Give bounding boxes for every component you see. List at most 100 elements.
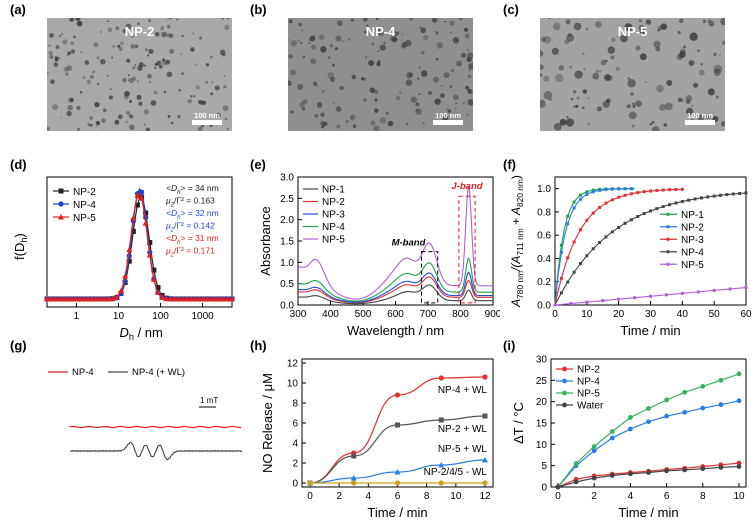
nanoparticle-dot	[80, 51, 83, 54]
nanoparticle-dot	[416, 109, 419, 112]
data-marker	[646, 406, 651, 411]
nanoparticle-dot	[596, 106, 602, 112]
nanoparticle-dot	[314, 113, 319, 118]
x-tick-label: 10	[733, 491, 745, 502]
nanoparticle-dot	[635, 45, 641, 51]
data-marker	[609, 435, 615, 441]
nanoparticle-dot	[607, 46, 616, 54]
nanoparticle-dot	[555, 73, 564, 83]
nanoparticle-dot	[363, 30, 367, 34]
nanoparticle-dot	[223, 75, 226, 78]
data-marker	[682, 467, 688, 473]
nanoparticle-dot	[708, 20, 715, 27]
panel-label-i: (i)	[503, 338, 516, 353]
nanoparticle-dot	[166, 71, 173, 78]
nanoparticle-dot	[707, 88, 715, 96]
nanoparticle-dot	[128, 79, 130, 81]
nanoparticle-dot	[63, 66, 69, 72]
y-tick-label: 1.0	[280, 258, 294, 269]
data-marker	[700, 383, 706, 389]
nanoparticle-dot	[122, 77, 127, 83]
nanoparticle-dot	[657, 28, 661, 32]
nanoparticle-dot	[421, 50, 425, 55]
nanoparticle-dot	[685, 99, 691, 105]
nanoparticle-dot	[458, 18, 463, 21]
nanoparticle-dot	[95, 120, 101, 126]
series-line	[47, 192, 232, 300]
data-marker	[700, 466, 706, 472]
nanoparticle-dot	[49, 54, 54, 59]
nanoparticle-dot	[106, 74, 109, 77]
nanoparticle-dot	[82, 76, 86, 80]
nanoparticle-dot	[540, 73, 543, 77]
y-tick-label: 8	[292, 399, 298, 410]
panel-label-c: (c)	[503, 2, 519, 17]
nanoparticle-dot	[450, 68, 455, 73]
y-tick-label: 2.0	[280, 215, 294, 226]
y-axis-label: A780 nm/(A711 nm + A820 nm)	[509, 175, 525, 308]
nanoparticle-dot	[136, 80, 139, 83]
nanoparticle-dot	[569, 65, 573, 69]
nanoparticle-dot	[436, 42, 443, 49]
series-label: NP-5 + WL	[438, 444, 488, 455]
scale-bar: 100 nm	[685, 111, 715, 125]
scale-bar-label: 1 mT	[200, 396, 218, 405]
x-tick-label: 600	[387, 309, 404, 320]
x-tick-label: 20	[613, 309, 625, 320]
nanoparticle-dot	[664, 102, 673, 111]
data-marker	[736, 398, 742, 404]
nanoparticle-dot	[615, 66, 620, 72]
nanoparticle-dot	[663, 123, 668, 127]
nanoparticle-dot	[205, 80, 208, 84]
y-tick-label: 20	[536, 397, 548, 408]
nanoparticle-dot	[718, 54, 721, 57]
nanoparticle-dot	[194, 63, 197, 66]
legend-marker	[58, 214, 64, 220]
nanoparticle-dot	[148, 19, 152, 23]
nanoparticle-dot	[551, 47, 560, 55]
data-marker	[646, 470, 651, 475]
nanoparticle-dot	[405, 79, 413, 86]
nanoparticle-dot	[406, 123, 409, 126]
nanoparticle-dot	[150, 100, 157, 106]
panel-label-a: (a)	[10, 2, 26, 17]
nanoparticle-dot	[368, 60, 375, 66]
nanoparticle-dot	[160, 28, 163, 31]
nanoparticle-dot	[79, 90, 83, 94]
nanoparticle-dot	[211, 81, 214, 84]
nanoparticle-dot	[393, 32, 398, 37]
nanoparticle-dot	[363, 98, 367, 103]
nanoparticle-dot	[635, 100, 642, 107]
nanoparticle-dot	[163, 90, 167, 94]
chart-absorbance: 300 400 500 600 700 800 900 0.0 0.5 1.0 1.5 2.0 2.5 3…	[258, 173, 500, 339]
y-tick-label: 0.8	[537, 207, 551, 218]
nanoparticle-dot	[153, 90, 158, 95]
nanoparticle-dot	[722, 40, 725, 46]
nanoparticle-dot	[144, 47, 148, 52]
x-tick-label: 100	[152, 311, 169, 322]
nanoparticle-dot	[335, 106, 342, 112]
nanoparticle-dot	[334, 47, 338, 51]
nanoparticle-dot	[320, 120, 326, 127]
data-marker	[664, 413, 669, 419]
x-tick-label: 500	[355, 309, 372, 320]
y-tick-label: 0.6	[537, 231, 551, 242]
nanoparticle-dot	[216, 112, 221, 118]
nanoparticle-dot	[320, 112, 325, 117]
data-marker	[573, 479, 579, 485]
nanoparticle-dot	[161, 31, 167, 38]
nanoparticle-dot	[224, 117, 228, 121]
data-marker	[591, 475, 597, 481]
nanoparticle-dot	[329, 44, 334, 48]
nanoparticle-dot	[297, 39, 300, 42]
nanoparticle-dot	[374, 98, 378, 102]
nanoparticle-dot	[697, 49, 700, 52]
x-tick-label: 2	[336, 491, 342, 502]
tem-image-np5: NP-5 100 nm	[540, 18, 725, 131]
dls-annotation: <Dh> = 34 nm	[166, 183, 219, 196]
nanoparticle-dot	[90, 123, 93, 127]
nanoparticle-dot	[209, 55, 213, 59]
series-NP-1	[297, 284, 493, 305]
nanoparticle-dot	[100, 130, 103, 131]
nanoparticle-dot	[720, 121, 725, 127]
